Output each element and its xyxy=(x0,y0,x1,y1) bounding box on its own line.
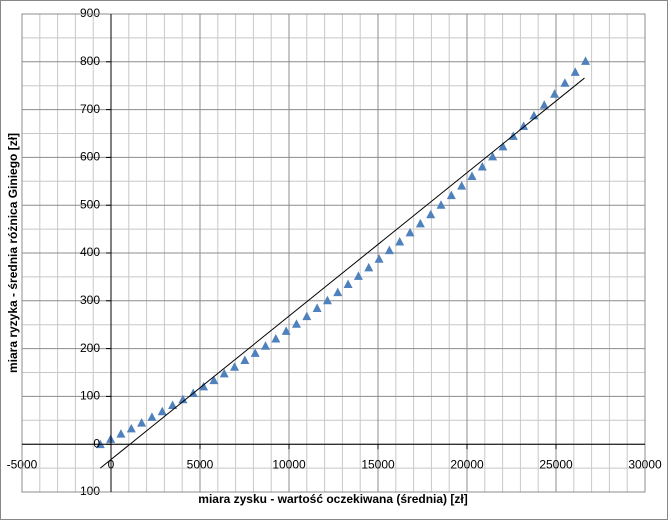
data-point xyxy=(415,218,425,228)
y-tick-label: 400 xyxy=(80,245,100,259)
data-point xyxy=(395,237,405,246)
data-point xyxy=(550,89,560,98)
data-point xyxy=(384,245,394,255)
data-point xyxy=(426,209,436,219)
x-tick-label: 20000 xyxy=(450,457,484,471)
data-point xyxy=(343,279,353,289)
data-point xyxy=(178,394,188,404)
plot-frame xyxy=(21,13,646,493)
y-axis-title: miara ryzyka - średnia różnica Giniego [… xyxy=(6,133,20,373)
data-point xyxy=(157,406,167,416)
y-tick-label: 800 xyxy=(80,54,100,68)
data-point xyxy=(168,400,178,409)
data-point xyxy=(126,423,136,433)
data-point xyxy=(488,151,498,161)
data-point xyxy=(498,141,508,151)
data-point xyxy=(477,161,487,171)
data-point xyxy=(581,56,591,65)
data-point xyxy=(137,418,147,427)
data-point xyxy=(116,429,126,438)
data-point xyxy=(250,348,260,357)
data-point xyxy=(457,181,467,190)
y-tick-label: -100 xyxy=(76,484,100,498)
data-point xyxy=(467,171,477,181)
grid xyxy=(21,13,646,493)
data-point xyxy=(364,262,374,272)
data-point xyxy=(230,362,240,371)
y-tick-label: 0 xyxy=(93,436,100,450)
data-point xyxy=(199,381,209,391)
y-tick-label: 600 xyxy=(80,150,100,164)
x-tick-label: 15000 xyxy=(361,457,395,471)
data-point xyxy=(312,303,322,312)
data-point xyxy=(271,334,281,343)
data-point xyxy=(446,190,456,200)
x-tick-label: 10000 xyxy=(272,457,306,471)
data-point xyxy=(147,412,157,421)
data-point xyxy=(560,78,570,87)
y-tick-label: 100 xyxy=(80,389,100,403)
y-tick-label: 900 xyxy=(80,6,100,20)
data-point xyxy=(240,355,250,365)
data-point xyxy=(291,319,301,328)
data-point xyxy=(374,254,384,263)
x-tick-label: 25000 xyxy=(539,457,573,471)
plot xyxy=(95,56,591,469)
y-tick-label: 300 xyxy=(80,293,100,307)
data-point xyxy=(261,341,271,350)
x-axis-title: miara zysku - wartość oczekiwana (średni… xyxy=(198,492,467,506)
data-point xyxy=(405,227,415,237)
data-point xyxy=(519,121,529,130)
data-point xyxy=(436,200,446,209)
data-point xyxy=(322,295,332,305)
data-point xyxy=(570,67,580,76)
fit-line xyxy=(100,77,585,469)
y-tick-label: 700 xyxy=(80,102,100,116)
data-point xyxy=(333,287,343,297)
data-point xyxy=(209,375,219,385)
data-point xyxy=(539,100,549,109)
y-tick-label: 200 xyxy=(80,341,100,355)
data-point xyxy=(353,271,363,280)
data-point xyxy=(281,326,291,335)
data-point xyxy=(302,311,312,321)
data-point xyxy=(219,368,229,378)
x-tick-label: 5000 xyxy=(187,457,214,471)
y-tick-label: 500 xyxy=(80,197,100,211)
